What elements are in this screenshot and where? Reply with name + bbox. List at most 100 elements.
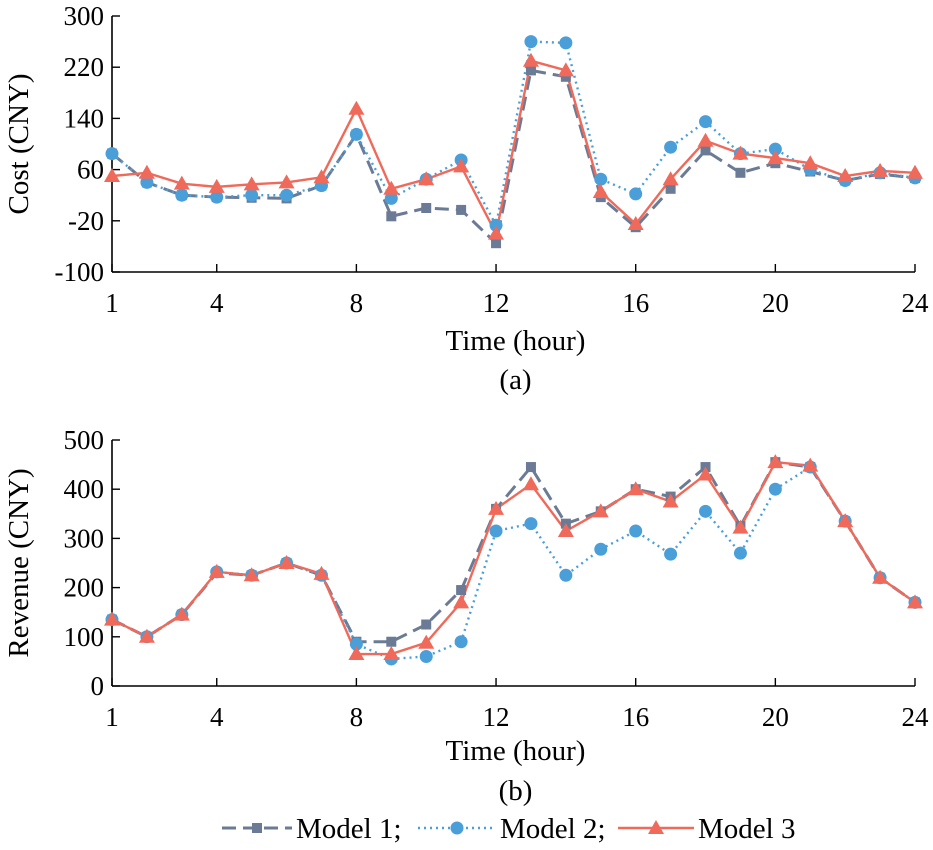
legend-marker-m1 [252,823,262,833]
data-point-m3 [837,168,854,182]
data-point-m2 [664,140,678,154]
data-point-m2 [245,188,259,202]
data-point-m3 [278,174,295,189]
data-point-m3 [767,454,784,469]
data-point-m1 [525,65,536,76]
data-point-m3 [662,493,679,508]
series-line-m1 [111,460,916,644]
data-point-m3 [104,611,120,626]
data-point-m3 [418,171,435,186]
data-point-m3 [557,62,574,77]
data-point-m3 [488,225,505,240]
data-point-m2 [349,637,363,651]
data-point-m3 [313,565,330,580]
data-point-m2 [699,504,713,518]
data-point-m2 [559,36,573,50]
data-point-m1 [525,462,536,473]
data-point-m1 [421,619,432,630]
y-tick-label: 500 [64,425,105,455]
x-tick-label: 8 [350,288,364,318]
y-tick-label: 400 [64,474,105,504]
y-tick-label: -20 [68,206,104,236]
data-point-m2 [768,142,782,156]
panel-a-cost-chart: -100 -20 60 140 220 300 1 4 8 12 16 20 24 Time (hour)… [3,1,929,396]
legend: Model 1; Model 2; Model 3 [222,813,795,845]
data-point-m3 [453,158,470,173]
data-point-m3 [208,178,225,193]
data-point-m3 [592,503,609,518]
data-point-m2 [489,524,503,538]
y-tick-label: 60 [77,155,104,185]
data-point-m3 [243,567,260,582]
data-point-m3 [732,519,749,534]
y-tick-label: 0 [91,671,105,701]
data-point-m2 [664,547,678,561]
data-point-m3 [453,594,470,609]
data-point-m2 [140,175,154,189]
series-line-m3 [111,59,916,238]
data-point-m1 [386,636,397,647]
data-point-m2 [699,115,713,129]
series-line-m2 [111,465,916,661]
panel-b-revenue-chart: 0 100 200 300 400 500 1 4 8 12 16 20 24 Time (hour) Re… [3,425,929,807]
data-point-m1 [560,71,571,82]
legend-marker-m3 [648,820,664,834]
data-point-m3 [697,466,714,481]
data-point-m3 [767,150,784,165]
data-point-m3 [872,162,889,177]
x-tick-label: 20 [762,288,789,318]
data-point-m1 [421,203,432,213]
data-point-m3 [348,100,365,115]
data-point-m3 [138,164,155,179]
x-tick-label: 4 [210,288,224,318]
series-line-m1 [111,68,916,247]
data-point-m2 [629,187,643,201]
data-point-m2 [419,649,433,663]
data-point-m2 [594,542,608,556]
data-point-m3 [802,155,819,170]
data-point-m3 [138,628,155,643]
data-point-m2 [280,188,294,202]
data-point-m3 [383,180,400,195]
data-point-m3 [313,169,330,184]
data-point-m3 [662,171,679,186]
data-point-m3 [383,646,400,661]
data-point-m3 [697,132,714,147]
legend-label-m3: Model 3 [698,813,795,845]
data-point-m2 [629,524,643,538]
data-point-m3 [837,513,854,528]
data-point-m3 [278,555,295,569]
data-point-m2 [175,188,189,202]
data-point-m3 [627,216,644,230]
data-point-m2 [489,218,503,232]
legend-label-m2: Model 2; [500,813,606,845]
data-point-m2 [384,191,398,205]
data-point-m3 [872,569,889,584]
x-axis-label: Time (hour) [446,735,586,767]
y-tick-label: 300 [64,523,105,553]
legend-marker-m2 [450,821,464,835]
data-point-m2 [524,35,538,49]
data-point-m1 [700,145,711,156]
data-point-m2 [105,147,119,161]
data-point-m1 [735,167,746,178]
y-tick-label: 220 [64,52,105,82]
data-point-m1 [456,204,467,215]
data-point-m3 [488,500,505,515]
panel-label: (b) [499,775,533,807]
y-tick-label: 100 [64,622,105,652]
data-point-m2 [524,517,538,531]
data-point-m1 [491,238,502,249]
legend-label-m1: Model 1; [296,813,402,845]
data-point-m3 [173,175,190,190]
data-point-m3 [522,476,539,491]
data-point-m3 [557,523,574,538]
data-point-m1 [386,211,397,222]
x-tick-label: 24 [902,702,930,732]
data-point-m3 [732,145,749,160]
y-axis-label: Cost (CNY) [3,74,35,215]
data-point-m3 [173,606,190,621]
x-tick-label: 4 [210,702,224,732]
data-point-m1 [456,585,467,596]
data-point-m3 [243,176,260,191]
